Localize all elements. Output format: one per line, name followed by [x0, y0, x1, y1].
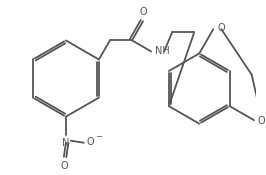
- Text: O: O: [60, 161, 68, 171]
- Text: O: O: [217, 23, 225, 33]
- Text: N: N: [62, 138, 70, 148]
- Text: O: O: [139, 7, 147, 17]
- Text: O: O: [87, 137, 94, 147]
- Text: O: O: [258, 116, 266, 126]
- Text: −: −: [95, 132, 102, 141]
- Text: NH: NH: [155, 46, 170, 56]
